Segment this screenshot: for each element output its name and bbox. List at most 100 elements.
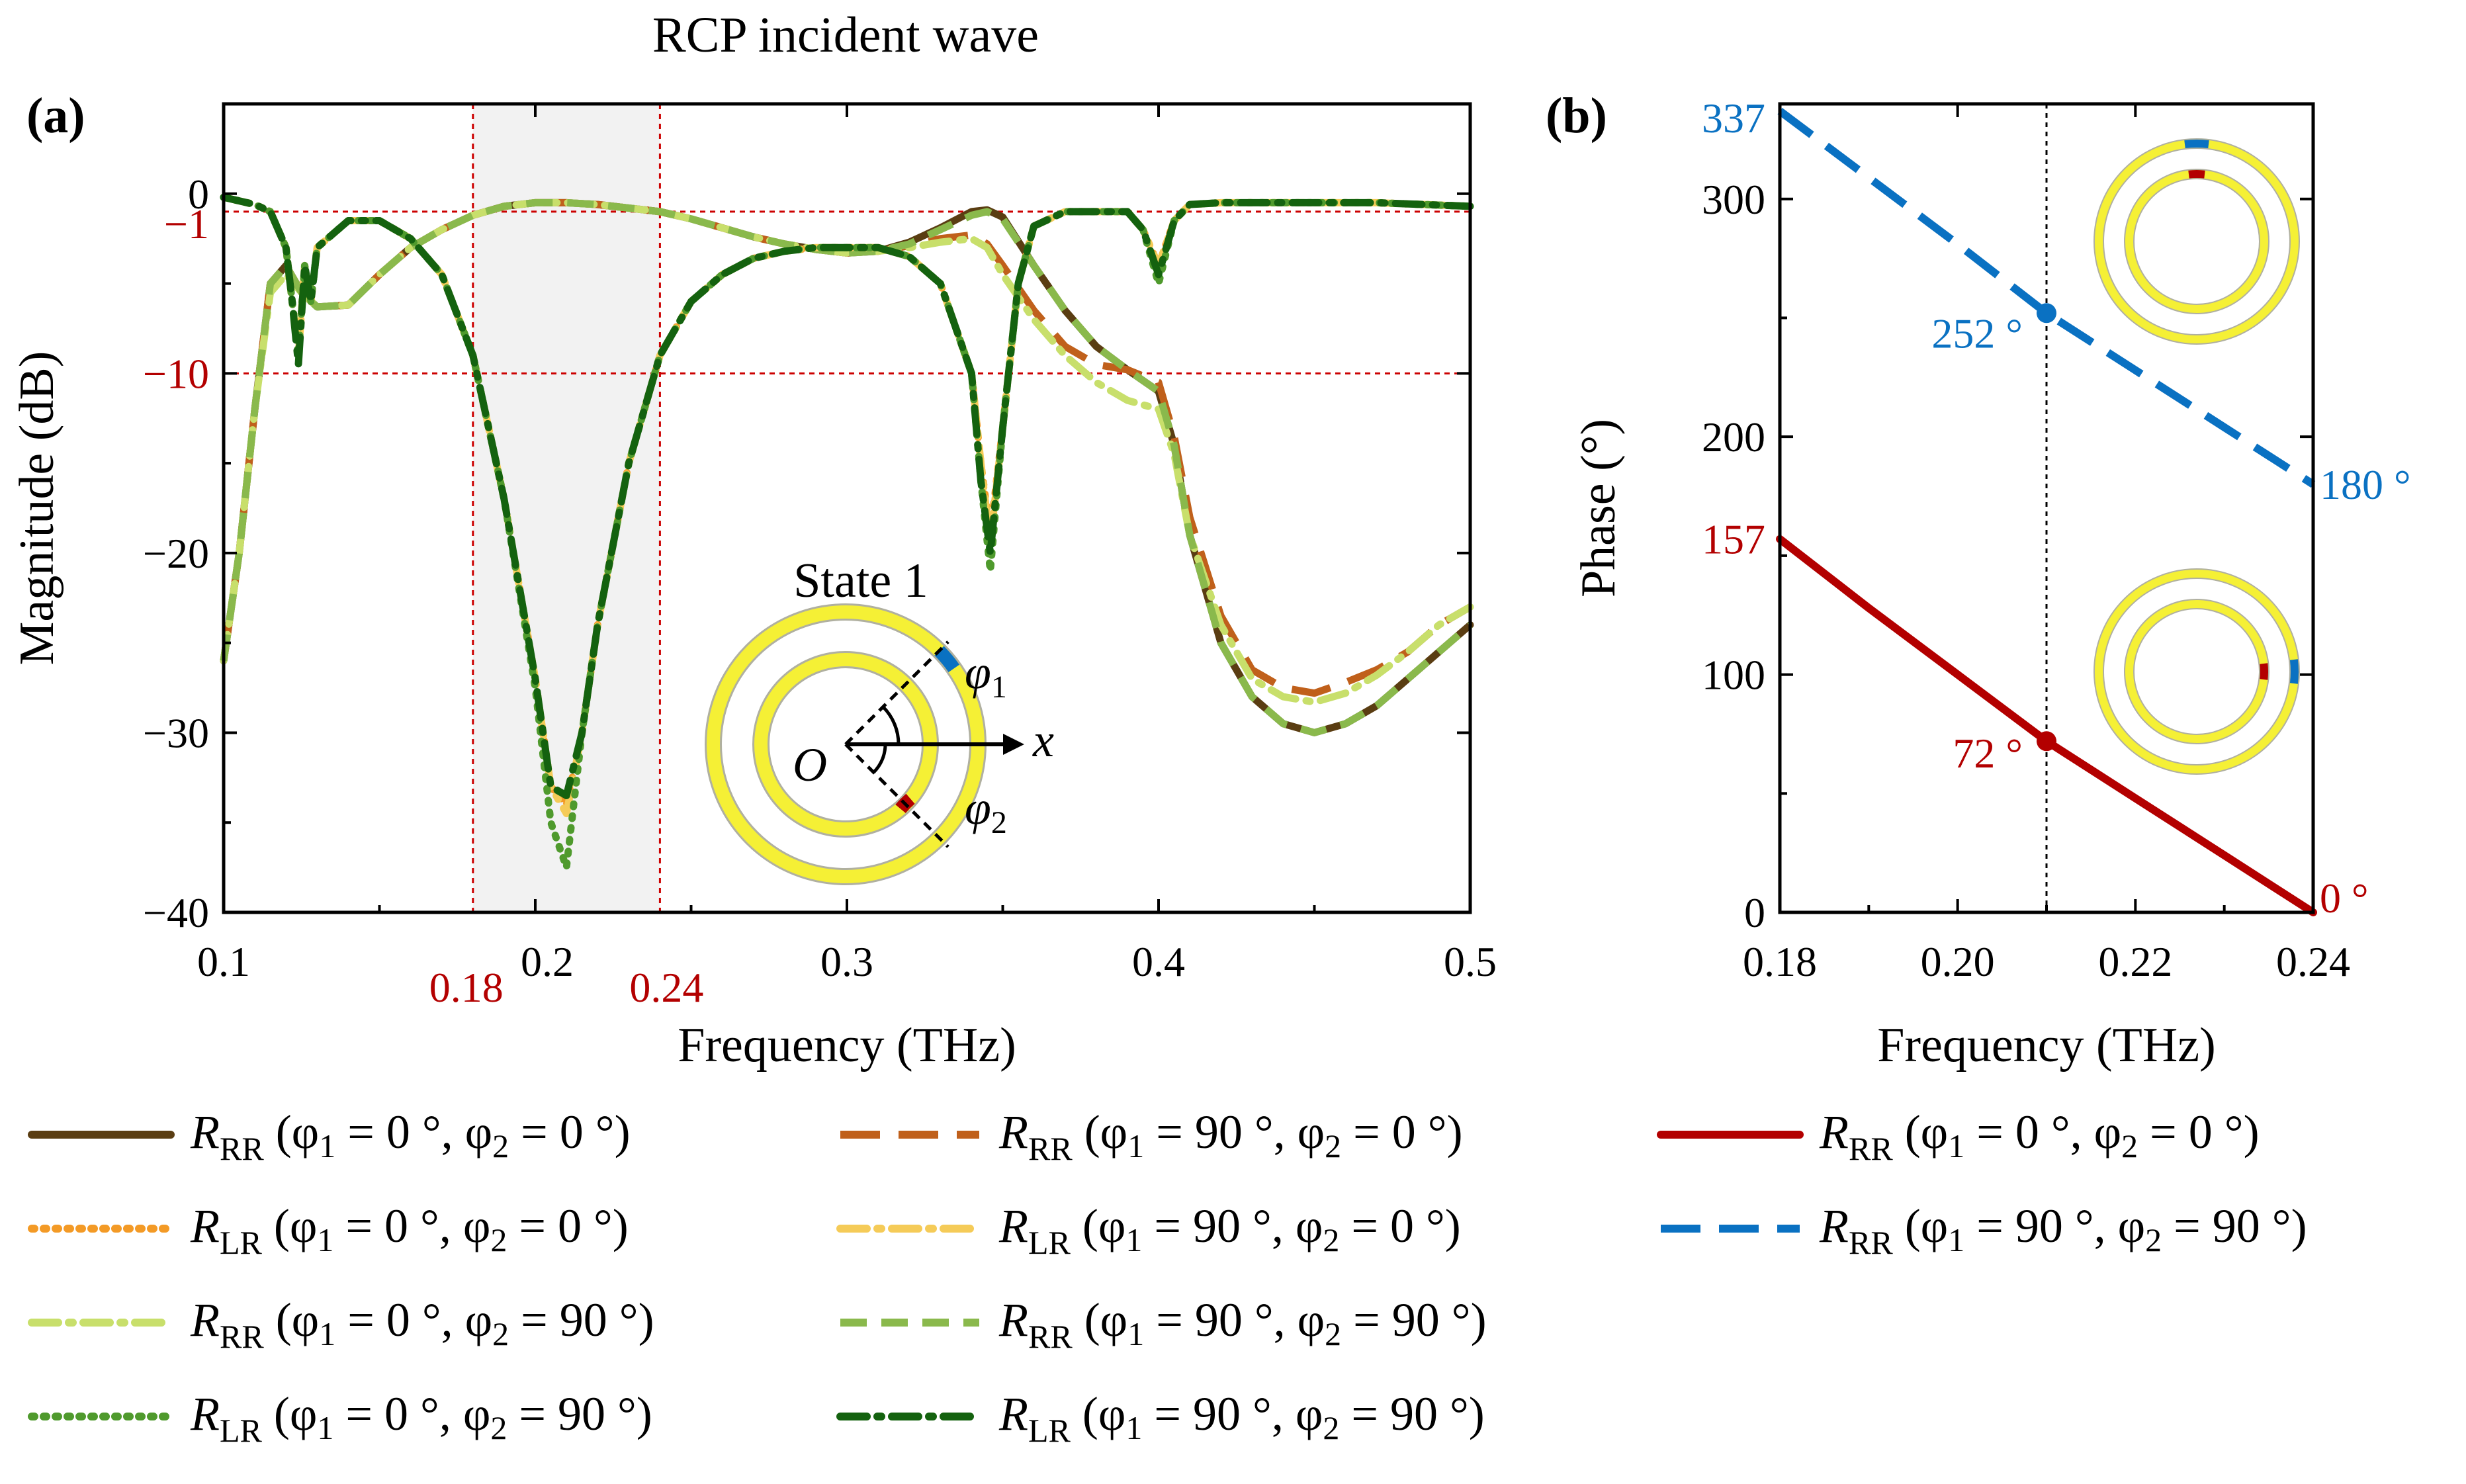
legend-label-end: = 0 °) bbox=[2138, 1106, 2259, 1158]
a-xtick-label: 0.2 bbox=[521, 938, 574, 985]
inset-phi1-symbol: φ bbox=[965, 646, 991, 699]
legend-label-s2: 2 bbox=[1325, 1127, 1341, 1164]
legend-label-mid: = 90 °, φ bbox=[1144, 1293, 1325, 1346]
legend-label-mid: = 90 °, φ bbox=[1142, 1200, 1323, 1252]
legend-label-mid: = 90 °, φ bbox=[1144, 1106, 1325, 1158]
legend-label: RRR (φ1 = 0 °, φ2 = 0 °) bbox=[190, 1106, 631, 1167]
legend-label-s1: 1 bbox=[1948, 1221, 1964, 1258]
series-line-a-7 bbox=[220, 193, 1474, 799]
inset-x-arrowhead bbox=[1003, 734, 1024, 755]
legend-label-mid: = 0 °, φ bbox=[335, 1293, 492, 1346]
legend-label-sym: R bbox=[190, 1293, 220, 1346]
legend-label: RLR (φ1 = 90 °, φ2 = 90 °) bbox=[998, 1387, 1485, 1449]
legend-label-s1: 1 bbox=[1125, 1221, 1142, 1258]
inset-phi2-symbol: φ bbox=[965, 781, 991, 834]
legend-item: RLR (φ1 = 90 °, φ2 = 90 °) bbox=[836, 1387, 1485, 1449]
legend-item: RRR (φ1 = 90 °, φ2 = 0 °) bbox=[840, 1106, 1463, 1167]
b-ytick-label: 200 bbox=[1702, 414, 1765, 460]
inset-phi1-guide bbox=[844, 640, 949, 746]
a-xtick-label: 0.1 bbox=[197, 938, 250, 985]
inset-phi2-guide bbox=[844, 743, 949, 848]
b-xtick-label: 0.20 bbox=[1921, 938, 1995, 985]
legend-label-sub: RR bbox=[220, 1318, 264, 1355]
legend-label-s2: 2 bbox=[2145, 1221, 2162, 1258]
panel-b-y-axis-label: Phase (°) bbox=[1571, 419, 1626, 597]
a-xtick-label-red: 0.18 bbox=[429, 964, 504, 1011]
series-line-a-6 bbox=[220, 193, 1474, 871]
panel-a-y-axis-label: Magnitude (dB) bbox=[10, 351, 64, 666]
legend-item: RLR (φ1 = 0 °, φ2 = 90 °) bbox=[28, 1387, 652, 1449]
legend-label: RRR (φ1 = 90 °, φ2 = 0 °) bbox=[998, 1106, 1463, 1167]
legend-label-sub: LR bbox=[220, 1412, 263, 1449]
legend-label-sym: R bbox=[998, 1387, 1028, 1440]
legend-label-text: (φ bbox=[1893, 1106, 1949, 1158]
legend-label-mid: = 0 °, φ bbox=[335, 1106, 492, 1158]
legend-label-s1: 1 bbox=[317, 1409, 333, 1446]
legend-label-end: = 0 °) bbox=[507, 1200, 628, 1252]
legend-label-sym: R bbox=[190, 1387, 220, 1440]
legend-label-sub: RR bbox=[1849, 1224, 1893, 1261]
legend-label-sub: RR bbox=[1028, 1130, 1073, 1167]
panel-b-annotations: 252 ° 72 ° 180 ° 0 ° bbox=[1931, 303, 2411, 922]
legend-label: RRR (φ1 = 0 °, φ2 = 90 °) bbox=[190, 1293, 654, 1355]
legend-label: RLR (φ1 = 0 °, φ2 = 90 °) bbox=[190, 1387, 652, 1449]
legend-label: RRR (φ1 = 90 °, φ2 = 90 °) bbox=[1819, 1200, 2307, 1261]
b-ytick-label: 300 bbox=[1702, 176, 1765, 223]
b-ytick-label-colored: 157 bbox=[1702, 516, 1765, 563]
legend-label-text: (φ bbox=[1071, 1200, 1126, 1252]
b-ytick-label: 100 bbox=[1702, 652, 1765, 699]
legend-label-text: (φ bbox=[264, 1293, 320, 1346]
series-line-a-2 bbox=[220, 198, 1474, 706]
legend-item: RRR (φ1 = 0 °, φ2 = 90 °) bbox=[28, 1293, 654, 1355]
figure-title: RCP incident wave bbox=[652, 7, 1039, 63]
panel-b-label: (b) bbox=[1546, 88, 1607, 144]
legend-label-end: = 90 °) bbox=[2162, 1200, 2307, 1252]
inset-phi1-label: φ1 bbox=[965, 646, 1007, 705]
inset-phi2-arc bbox=[872, 744, 887, 774]
panel-b-ring-inset-bottom bbox=[2093, 568, 2300, 775]
legend-label-s2: 2 bbox=[492, 1315, 509, 1352]
legend-label-sym: R bbox=[1819, 1106, 1849, 1158]
panel-a-ticks: 0.1 0.2 0.3 0.4 0.5 0.18 0.24 0 −20 −30 −40 −1 −10 bbox=[143, 103, 1497, 1011]
inset-phi1-sub: 1 bbox=[991, 670, 1007, 705]
a-xtick-label-red: 0.24 bbox=[629, 964, 703, 1011]
legend-label-text: (φ bbox=[262, 1200, 318, 1252]
ring-top-inner-gap bbox=[2188, 169, 2205, 179]
legend-label-sym: R bbox=[1819, 1200, 1849, 1252]
legend-label-sym: R bbox=[998, 1106, 1028, 1158]
legend-item: RLR (φ1 = 90 °, φ2 = 0 °) bbox=[836, 1200, 1461, 1261]
legend-label-s2: 2 bbox=[1323, 1409, 1339, 1446]
panel-b-phase-chart: (b) 0.18 0.20 0.22 0.24 0 100 200 300 157 337 252… bbox=[1546, 88, 2411, 1072]
a-ytick-label-red: −10 bbox=[143, 350, 209, 397]
b-xtick-label: 0.18 bbox=[1743, 938, 1817, 985]
legend-label-end: = 0 °) bbox=[1341, 1106, 1462, 1158]
legend-label-s2: 2 bbox=[2121, 1127, 2138, 1164]
a-xtick-label: 0.5 bbox=[1444, 938, 1497, 985]
series-line-b-1 bbox=[1777, 107, 2316, 488]
legend-item: RRR (φ1 = 90 °, φ2 = 90 °) bbox=[1661, 1200, 2307, 1261]
legend-label-end: = 0 °) bbox=[509, 1106, 630, 1158]
legend-label-s2: 2 bbox=[490, 1221, 507, 1258]
panel-a-reference-lines bbox=[224, 104, 1470, 912]
legend-label-s2: 2 bbox=[1325, 1315, 1341, 1352]
a-ytick-label: −30 bbox=[143, 709, 209, 756]
panel-a-label: (a) bbox=[26, 88, 85, 144]
legend-label-end: = 90 °) bbox=[507, 1387, 652, 1440]
legend-label-end: = 90 °) bbox=[509, 1293, 654, 1346]
legend-label-mid: = 90 °, φ bbox=[1142, 1387, 1323, 1440]
a-ytick-label: −20 bbox=[143, 530, 209, 577]
ring-bottom-inner bbox=[2125, 600, 2268, 743]
legend-label-text: (φ bbox=[1893, 1200, 1949, 1252]
panel-a-series bbox=[220, 193, 1474, 871]
legend-label-sym: R bbox=[190, 1200, 220, 1252]
a-ytick-label: −40 bbox=[143, 889, 209, 936]
legend-label-end: = 90 °) bbox=[1341, 1293, 1486, 1346]
b-annotation-marker bbox=[2037, 303, 2056, 324]
panel-b-ticks: 0.18 0.20 0.22 0.24 0 100 200 300 157 337 bbox=[1702, 95, 2350, 985]
legend-label-s2: 2 bbox=[1323, 1221, 1339, 1258]
legend-label-text: (φ bbox=[264, 1106, 320, 1158]
legend-label-mid: = 90 °, φ bbox=[1964, 1200, 2145, 1252]
legend-label-sub: LR bbox=[1028, 1412, 1071, 1449]
legend-item: RRR (φ1 = 0 °, φ2 = 0 °) bbox=[1657, 1106, 2260, 1167]
